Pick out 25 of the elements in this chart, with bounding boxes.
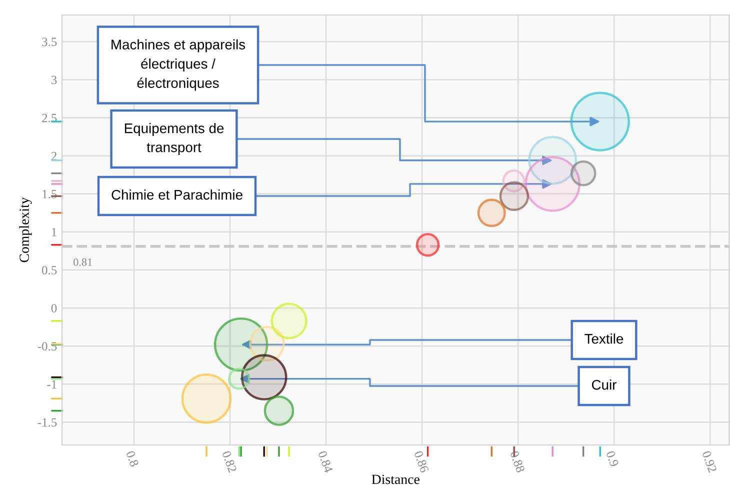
y-axis-title: Complexity bbox=[19, 197, 32, 262]
annotation: Textile bbox=[584, 334, 624, 344]
annotation: Cuir bbox=[592, 380, 616, 390]
x-tick-label: 0.8 bbox=[126, 450, 139, 468]
y-tick-label: -1 bbox=[47, 380, 56, 388]
y-tick-label: 3.5 bbox=[42, 38, 57, 46]
annotation: Equipements de transport bbox=[124, 123, 224, 155]
x-tick-label: 0.86 bbox=[414, 450, 430, 474]
annotation: Machines et appareils électriques / électroniques bbox=[112, 39, 246, 91]
x-axis-title: Distance bbox=[372, 474, 420, 484]
annotation: Chimie et Parachimie bbox=[112, 190, 242, 200]
y-tick-label: 1 bbox=[52, 228, 56, 236]
x-tick-label: 0.84 bbox=[318, 450, 334, 474]
y-tick-label: 0 bbox=[51, 304, 57, 312]
y-tick-label: 2 bbox=[51, 152, 56, 160]
ref-line-label: 0.81 bbox=[74, 258, 92, 266]
x-tick-label: 0.88 bbox=[510, 450, 526, 473]
y-tick-label: -1.5 bbox=[38, 418, 57, 427]
y-tick-label: 1.5 bbox=[42, 190, 57, 198]
y-tick-label: 3 bbox=[51, 76, 57, 84]
x-tick-label: 0.92 bbox=[702, 450, 717, 473]
y-tick-label: -0.5 bbox=[38, 342, 57, 351]
x-tick-label: 0.9 bbox=[606, 450, 619, 468]
x-tick-label: 0.82 bbox=[222, 450, 237, 473]
y-tick-label: 0.5 bbox=[42, 266, 57, 274]
